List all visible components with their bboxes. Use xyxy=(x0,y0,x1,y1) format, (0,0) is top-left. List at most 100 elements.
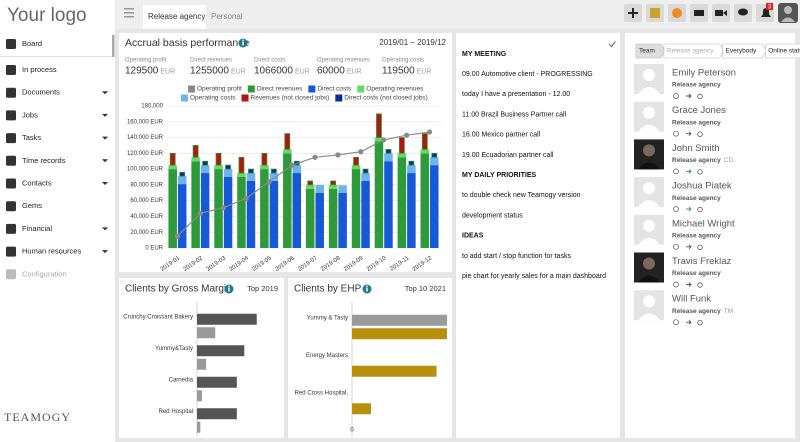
avatar-head xyxy=(643,106,655,119)
menu-icon[interactable] xyxy=(6,223,16,234)
team-tab[interactable]: Online status xyxy=(768,48,800,55)
kpi-label: Operating profit xyxy=(125,58,167,64)
team-tab[interactable]: Release agency xyxy=(667,48,714,55)
bar xyxy=(177,184,187,248)
line-point xyxy=(174,233,181,239)
bar xyxy=(384,153,393,162)
menu-item[interactable]: Documents xyxy=(22,88,60,97)
menu-item[interactable]: Human resources xyxy=(22,247,81,256)
person-name: Grace Jones xyxy=(672,105,726,116)
menu-item[interactable]: Board xyxy=(22,39,42,48)
login-icon[interactable] xyxy=(686,131,692,137)
bar xyxy=(197,313,257,325)
note-line: to add start / stop function for tasks xyxy=(462,253,571,260)
tab[interactable]: Personal xyxy=(211,12,243,21)
timer-icon[interactable] xyxy=(697,169,703,175)
bar xyxy=(214,165,223,170)
tab-active[interactable] xyxy=(143,5,206,29)
status-icon[interactable] xyxy=(673,93,679,99)
note-line: MY MEETING xyxy=(462,51,507,58)
bar xyxy=(315,192,324,248)
x-tick-label: 0 xyxy=(350,428,354,434)
menu-item[interactable]: Tasks xyxy=(22,133,41,142)
menu-icon[interactable] xyxy=(6,246,16,257)
bar xyxy=(202,160,209,166)
menu-item[interactable]: In process xyxy=(22,65,57,74)
legend-swatch xyxy=(335,94,343,102)
timer-icon[interactable] xyxy=(697,93,703,100)
line xyxy=(177,131,430,237)
note-line: pie chart for yearly sales for a main da… xyxy=(462,273,606,280)
status-icon[interactable] xyxy=(673,319,679,326)
timer-icon[interactable] xyxy=(697,282,703,288)
login-icon[interactable] xyxy=(686,244,692,250)
team-tab[interactable]: Everybody xyxy=(726,48,757,55)
bar xyxy=(237,177,246,248)
timer-icon[interactable] xyxy=(697,244,703,250)
menu-icon[interactable] xyxy=(6,87,16,98)
bar xyxy=(237,173,246,177)
team-tab-shape[interactable] xyxy=(663,43,724,59)
y-tick-label: Energy Masters xyxy=(306,353,348,359)
bar xyxy=(397,153,407,158)
menu-item[interactable]: Configuration xyxy=(22,269,67,278)
status-icon[interactable] xyxy=(673,168,679,175)
bar xyxy=(191,157,200,162)
menu-icon[interactable] xyxy=(6,110,16,121)
menu-icon[interactable] xyxy=(6,133,16,144)
check-icon[interactable] xyxy=(608,41,616,48)
legend-label: Direct costs (not closed jobs) xyxy=(344,95,427,102)
bar xyxy=(191,161,200,248)
menu-icon[interactable] xyxy=(6,39,16,49)
status-icon[interactable] xyxy=(673,130,679,137)
avatar-body xyxy=(638,124,660,132)
menu-item[interactable]: Jobs xyxy=(22,110,38,119)
menu-icon[interactable] xyxy=(6,201,16,212)
bar xyxy=(197,358,207,370)
bar xyxy=(352,365,437,377)
login-icon[interactable] xyxy=(686,282,692,287)
hamburger[interactable] xyxy=(124,8,134,18)
team-tab[interactable]: Team xyxy=(639,48,655,55)
login-icon[interactable] xyxy=(686,319,692,325)
timer-icon[interactable] xyxy=(697,320,703,326)
status-icon[interactable] xyxy=(673,281,679,288)
menu-icon[interactable] xyxy=(6,178,16,189)
avatar-body xyxy=(638,200,660,208)
status-icon[interactable] xyxy=(673,243,679,250)
menu-item[interactable]: Financial xyxy=(22,224,52,233)
tab[interactable]: Release agency xyxy=(148,12,205,21)
bar xyxy=(238,156,245,174)
submenu-arrow xyxy=(102,91,108,95)
person-agency: Release agency xyxy=(672,82,721,89)
bar xyxy=(223,177,233,248)
y-tick-label: 20,000 EUR xyxy=(130,230,163,236)
bar xyxy=(352,403,371,415)
menu-item[interactable]: Gems xyxy=(22,201,42,210)
y-tick-label: 120,000 EUR xyxy=(127,151,164,157)
team-tab-shape[interactable] xyxy=(635,43,666,59)
line-point xyxy=(404,132,410,138)
menu-item[interactable]: Contacts xyxy=(22,178,52,187)
menu-item[interactable]: Time records xyxy=(22,156,66,165)
timer-icon[interactable] xyxy=(697,131,703,137)
team-tab-shape[interactable] xyxy=(764,43,800,59)
login-icon[interactable] xyxy=(686,169,692,174)
menu-icon[interactable] xyxy=(6,269,16,280)
menu-icon[interactable] xyxy=(6,65,16,75)
login-icon[interactable] xyxy=(686,206,692,212)
bar xyxy=(328,188,338,248)
login-icon[interactable] xyxy=(686,93,692,99)
timer-icon[interactable] xyxy=(697,206,703,213)
line-point xyxy=(335,152,341,158)
sidebar xyxy=(0,0,115,442)
status-icon[interactable] xyxy=(673,206,679,212)
person-name: Will Funk xyxy=(672,294,711,305)
bar xyxy=(179,171,186,177)
kpi-unit: EUR xyxy=(295,68,310,75)
notes-panel xyxy=(456,33,620,438)
team-tab-shape[interactable] xyxy=(722,43,767,59)
menu-icon[interactable] xyxy=(6,155,16,166)
scrollbar xyxy=(112,35,115,57)
legend-swatch xyxy=(188,85,195,93)
